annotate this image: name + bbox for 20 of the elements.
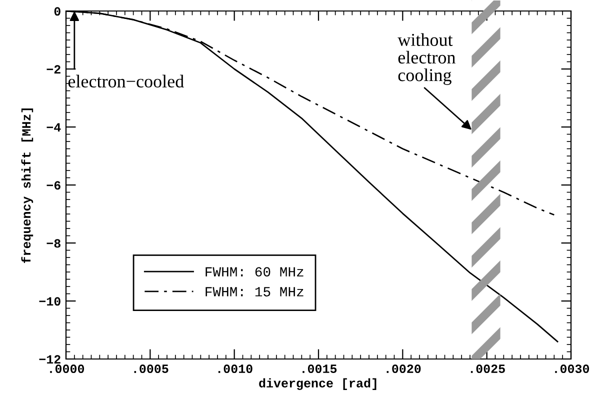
x-tick-label: .0030	[555, 364, 590, 374]
x-tick-label: .0010	[218, 364, 252, 374]
y-tick-label: −10	[39, 297, 60, 306]
x-tick-label: .0005	[134, 364, 168, 374]
y-tick-label: −4	[46, 123, 61, 132]
annotation: electron−cooled	[68, 74, 184, 88]
y-tick-label: −8	[46, 239, 60, 248]
legend-label: FWHM: 15 MHz	[206, 287, 304, 296]
x-axis-title: divergence [rad]	[259, 378, 376, 390]
y-tick-label: −12	[39, 355, 60, 364]
x-tick-label: .0025	[470, 364, 505, 374]
y-tick-label: −2	[46, 65, 60, 74]
y-tick-label: 0	[54, 7, 60, 16]
y-axis-title: frequency shift [MHz]	[21, 108, 34, 264]
legend-label: FWHM: 60 MHz	[206, 267, 304, 277]
y-tick-label: −6	[46, 181, 60, 190]
annotation: without electron cooling	[398, 33, 456, 85]
x-tick-label: .0000	[50, 364, 84, 374]
x-tick-label: .0020	[386, 364, 421, 374]
x-tick-label: .0015	[302, 364, 337, 374]
